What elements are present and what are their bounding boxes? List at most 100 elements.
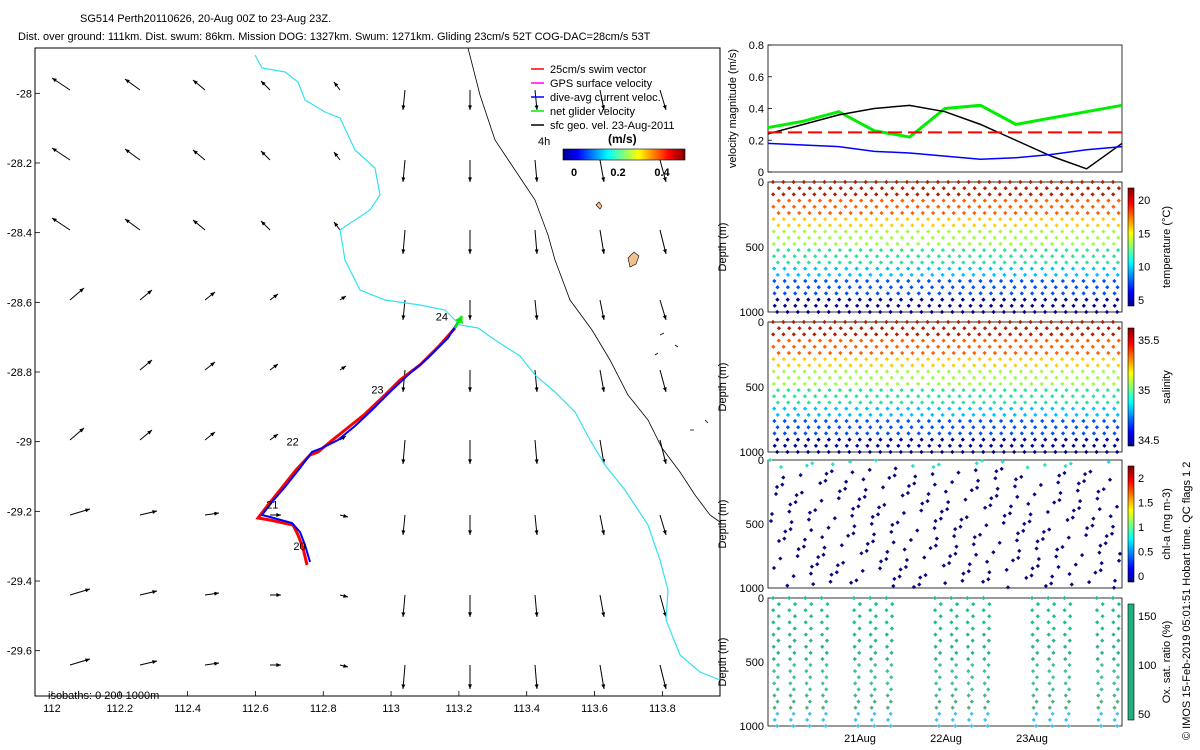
profile-point (786, 235, 791, 240)
profile-point (1084, 400, 1090, 405)
profile-point (812, 241, 818, 247)
profile-point (937, 443, 942, 448)
profile-point (904, 332, 910, 337)
profile-point (1019, 406, 1024, 411)
geo-vector-arrowhead (214, 511, 219, 516)
profile-point (966, 681, 971, 686)
depth-colorbar-tick-label: 0 (1138, 571, 1144, 583)
profile-point (1053, 400, 1059, 405)
geo-vector-arrowhead (401, 177, 406, 182)
profile-point (1098, 568, 1103, 573)
profile-point (889, 260, 894, 265)
geo-vector-arrowhead (401, 387, 406, 392)
profile-point (984, 559, 990, 564)
profile-point (791, 573, 796, 579)
profile-point (895, 278, 901, 284)
profile-point (803, 595, 808, 601)
profile-point (1115, 675, 1121, 680)
profile-point (838, 223, 843, 228)
profile-point (938, 638, 943, 643)
profile-point (1050, 711, 1055, 716)
profile-point (939, 509, 944, 514)
profile-point (981, 632, 987, 637)
profile-point (776, 375, 781, 380)
profile-point (791, 192, 796, 197)
profile-point (1063, 425, 1069, 430)
profile-point (893, 466, 898, 471)
profile-point (772, 705, 777, 710)
profile-point (786, 223, 791, 228)
profile-point (951, 375, 956, 380)
geo-vector-arrowhead (147, 430, 152, 435)
profile-point (1067, 571, 1072, 577)
profile-point (925, 319, 930, 325)
net-velocity-arrowhead (455, 316, 463, 324)
profile-point (802, 217, 807, 222)
profile-point (833, 266, 839, 271)
profile-point (843, 204, 848, 209)
profile-point (820, 644, 825, 649)
profile-point (797, 350, 802, 356)
profile-point (787, 656, 793, 662)
profile-point (1039, 266, 1045, 271)
legend-label: dive-avg current veloc. (550, 92, 661, 104)
profile-point (1111, 394, 1117, 399)
profile-point (823, 291, 829, 296)
profile-point (892, 576, 897, 582)
profile-point (1074, 260, 1079, 265)
map-xtick-label: 112 (43, 703, 61, 715)
profile-point (1003, 186, 1008, 191)
profile-point (1064, 375, 1069, 380)
profile-point (1029, 431, 1035, 436)
profile-point (931, 464, 936, 470)
profile-point (1094, 595, 1099, 601)
profile-point (1090, 179, 1095, 185)
geo-vector-arrowhead (152, 590, 157, 594)
profile-point (949, 632, 954, 637)
geo-vector-arrowhead (534, 612, 539, 617)
profile-point (906, 278, 911, 284)
profile-point (981, 387, 987, 393)
profile-point (792, 381, 797, 387)
profile-point (1106, 198, 1111, 203)
profile-point (1112, 705, 1117, 710)
profile-point (785, 309, 790, 315)
profile-point (925, 192, 930, 197)
profile-point (972, 363, 977, 368)
profile-point (1002, 400, 1007, 405)
profile-point (887, 475, 892, 481)
profile-point (803, 644, 809, 649)
profile-point (889, 375, 894, 380)
profile-point (918, 575, 923, 580)
geo-vector-arrowhead (152, 510, 157, 514)
profile-point (1043, 272, 1048, 277)
map-ytick-label: -28.4 (7, 228, 32, 240)
profile-point (853, 705, 858, 710)
profile-point (1063, 693, 1068, 698)
profile-point (998, 241, 1003, 247)
profile-point (828, 198, 833, 203)
profile-point (1080, 229, 1085, 234)
profile-point (954, 638, 959, 643)
profile-point (1019, 278, 1024, 284)
profile-point (930, 272, 935, 277)
profile-point (969, 699, 974, 704)
coastline-isobath-0 (254, 54, 721, 681)
profile-point (856, 662, 862, 668)
profile-point (941, 363, 946, 368)
profile-point (953, 723, 958, 729)
profile-point (847, 309, 852, 315)
profile-point (929, 297, 935, 302)
profile-point (1002, 425, 1007, 430)
profile-point (864, 548, 869, 554)
profile-point (1101, 241, 1106, 247)
profile-point (1039, 381, 1044, 387)
profile-point (874, 394, 880, 399)
profile-point (940, 260, 945, 265)
profile-point (995, 486, 1000, 491)
profile-point (867, 437, 873, 442)
profile-point (1115, 437, 1120, 442)
profile-point (936, 406, 942, 411)
profile-point (1105, 425, 1110, 430)
profile-point (905, 217, 910, 222)
